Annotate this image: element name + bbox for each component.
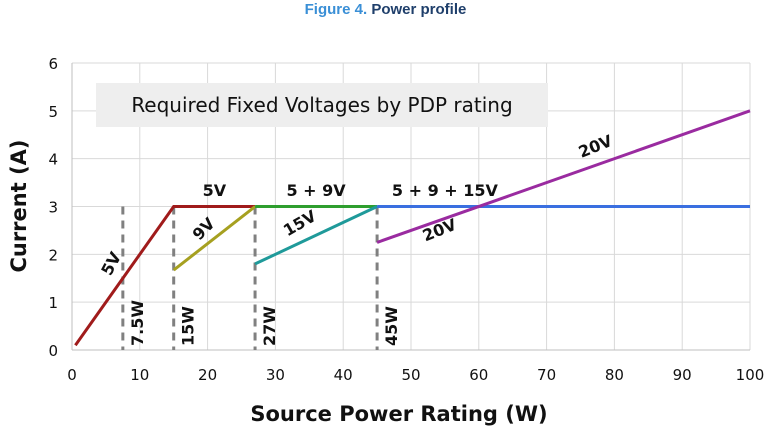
x-tick-label: 70: [537, 366, 556, 384]
figure-title: Figure 4. Power profile: [0, 1, 771, 18]
y-tick-label: 4: [48, 151, 58, 169]
series-annotation: 5 + 9 + 15V: [392, 181, 499, 200]
series-annotation: 20V: [576, 131, 616, 162]
x-tick-label: 90: [673, 366, 692, 384]
chart-title: Required Fixed Voltages by PDP rating: [131, 93, 512, 117]
series-line-s15v: [254, 205, 378, 266]
x-axis-label: Source Power Rating (W): [250, 402, 547, 426]
power-marker-label: 45W: [382, 306, 401, 346]
x-tick-label: 100: [736, 366, 765, 384]
series-annotation: 5V: [203, 181, 227, 200]
y-tick-label: 2: [48, 246, 58, 264]
series-line-s9v: [172, 205, 257, 272]
y-tick-label: 5: [48, 103, 58, 121]
chart-title-box: [96, 83, 548, 127]
series-annotation: 20V: [420, 215, 460, 246]
power-marker-label: 15W: [179, 306, 198, 346]
x-tick-label: 0: [67, 366, 77, 384]
series-line-s20v: [376, 109, 751, 244]
y-tick-label: 1: [48, 294, 58, 312]
series-line-s5v: [74, 205, 256, 347]
x-tick-label: 10: [130, 366, 149, 384]
x-tick-label: 80: [605, 366, 624, 384]
power-marker-label: 27W: [260, 306, 279, 346]
y-axis-label: Current (A): [7, 139, 31, 272]
x-tick-label: 20: [198, 366, 217, 384]
power-marker-label: 7.5W: [128, 300, 147, 346]
figure-number: Figure 4.: [304, 1, 368, 18]
x-tick-label: 50: [401, 366, 420, 384]
y-tick-label: 3: [48, 199, 58, 217]
series-annotation: 5 + 9V: [286, 181, 346, 200]
figure-caption: Power profile: [371, 1, 467, 18]
x-tick-label: 60: [469, 366, 488, 384]
x-tick-label: 30: [266, 366, 285, 384]
series-annotation: 5V: [97, 248, 125, 278]
x-tick-label: 40: [334, 366, 353, 384]
y-tick-label: 6: [48, 55, 58, 73]
y-tick-label: 0: [48, 342, 58, 360]
